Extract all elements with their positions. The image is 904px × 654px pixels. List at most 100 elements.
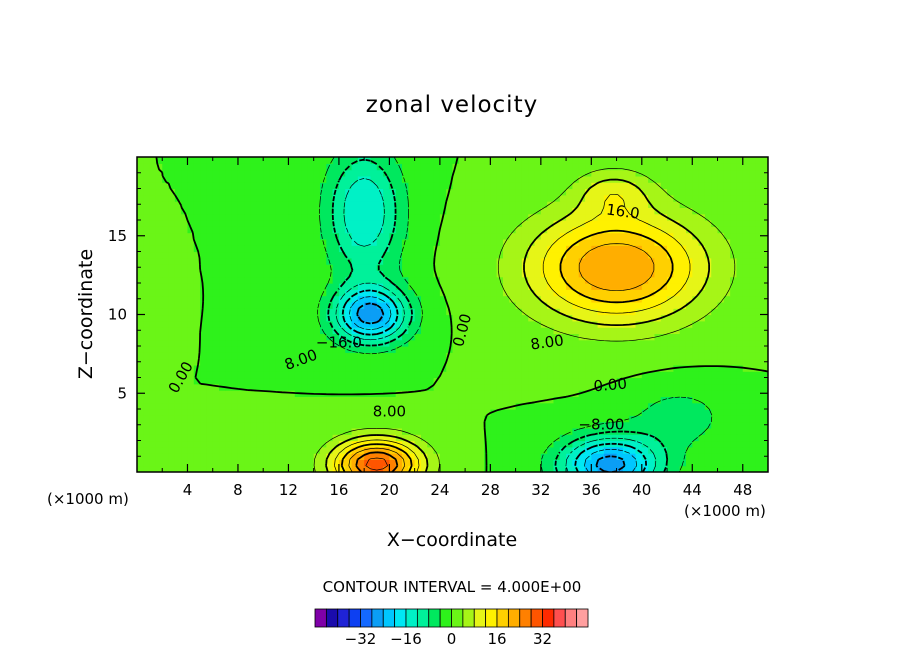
field-cell (490, 157, 498, 164)
field-cell (143, 440, 151, 448)
field-cell (717, 182, 725, 190)
field-cell (730, 264, 738, 271)
field-cell (370, 295, 378, 303)
field-cell (313, 213, 321, 221)
field-cell (338, 201, 346, 208)
field-cell (168, 371, 176, 379)
field-cell (616, 346, 624, 353)
field-cell (155, 270, 163, 278)
field-cell (225, 182, 233, 190)
field-cell (685, 358, 693, 366)
field-cell (679, 333, 687, 341)
field-cell (547, 207, 555, 215)
field-cell (433, 251, 441, 259)
field-cell (484, 377, 491, 385)
field-cell (345, 358, 353, 366)
field-cell (168, 175, 176, 183)
field-cell (231, 169, 239, 177)
field-cell (427, 163, 435, 171)
field-cell (673, 339, 681, 347)
field-cell (585, 226, 592, 234)
field-cell (452, 175, 460, 183)
field-cell (591, 383, 599, 391)
field-cell (212, 390, 220, 397)
field-cell (553, 352, 561, 360)
field-cell (294, 434, 302, 442)
field-cell (496, 226, 504, 234)
field-cell (749, 188, 756, 196)
field-cell (749, 289, 756, 297)
field-cell (635, 194, 643, 202)
field-cell (509, 220, 517, 227)
field-cell (294, 220, 302, 227)
field-cell (143, 352, 151, 360)
field-cell (231, 283, 239, 290)
field-cell (502, 339, 510, 347)
field-cell (496, 346, 504, 353)
field-cell (162, 232, 170, 240)
field-cell (603, 352, 611, 360)
field-cell (490, 346, 498, 353)
field-cell (250, 352, 258, 360)
field-cell (288, 364, 296, 372)
field-cell (307, 238, 315, 246)
field-cell (660, 314, 668, 322)
field-cell (635, 308, 643, 316)
field-cell (736, 434, 744, 442)
field-cell (439, 201, 447, 208)
field-cell (288, 421, 296, 429)
field-cell (591, 440, 599, 448)
field-cell (685, 245, 693, 253)
field-cell (244, 270, 252, 278)
field-cell (711, 226, 719, 234)
field-cell (376, 251, 384, 259)
field-cell (452, 421, 460, 429)
field-cell (667, 276, 674, 284)
field-cell (282, 175, 290, 183)
field-cell (326, 201, 334, 208)
field-cell (553, 283, 561, 290)
field-cell (357, 182, 365, 190)
field-cell (250, 220, 258, 227)
field-cell (307, 327, 315, 334)
field-cell (446, 283, 454, 290)
field-cell (383, 308, 390, 316)
field-cell (521, 402, 529, 410)
field-cell (332, 182, 340, 190)
field-cell (496, 434, 504, 442)
field-cell (471, 251, 479, 259)
field-cell (761, 308, 768, 316)
field-cell (395, 295, 403, 303)
field-cell (420, 270, 428, 278)
field-cell (256, 163, 264, 171)
field-cell (244, 377, 252, 385)
field-cell (408, 245, 416, 253)
field-cell (174, 364, 182, 372)
field-cell (193, 459, 201, 467)
field-cell (326, 207, 334, 215)
field-cell (667, 446, 674, 454)
field-cell (622, 402, 630, 410)
field-cell (723, 213, 731, 221)
field-cell (402, 453, 409, 460)
field-cell (282, 157, 290, 164)
field-cell (282, 276, 290, 284)
field-cell (711, 377, 719, 385)
field-cell (219, 396, 226, 404)
field-cell (717, 201, 725, 208)
field-cell (490, 175, 498, 183)
field-cell (534, 295, 542, 303)
field-cell (149, 270, 157, 278)
field-cell (439, 163, 447, 171)
field-cell (477, 182, 485, 190)
field-cell (528, 163, 536, 171)
field-cell (603, 251, 611, 259)
field-cell (761, 220, 768, 227)
field-cell (263, 251, 271, 259)
field-cell (515, 459, 523, 467)
field-cell (225, 339, 233, 347)
field-cell (692, 440, 700, 448)
field-cell (616, 377, 624, 385)
field-cell (313, 333, 321, 341)
field-cell (717, 396, 725, 404)
